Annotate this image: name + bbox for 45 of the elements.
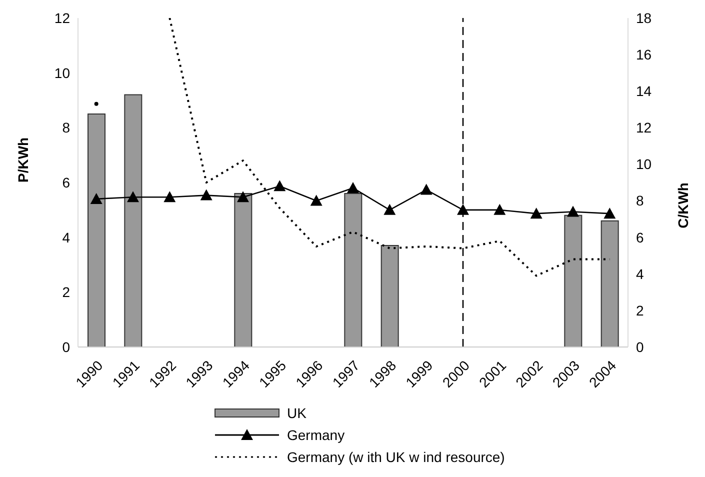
y2-tick-label: 8 [636,192,644,209]
bar [380,245,399,347]
bar [344,192,362,347]
y-tick-label: 4 [62,229,70,246]
point [237,191,249,202]
point [200,189,212,200]
y2-tick-label: 16 [636,46,652,63]
y2-tick-label: 10 [636,156,652,172]
point [127,191,139,202]
bar [88,113,106,347]
y-tick-label: 2 [62,284,70,300]
y2-tick-label: 18 [636,10,652,26]
point [494,204,506,215]
point [347,182,359,193]
point [530,208,542,219]
point [457,204,469,215]
y2-tick-label: 12 [636,120,652,136]
y2-axis-title: C/KWh [674,182,691,228]
y2-tick-label: 4 [636,266,644,282]
point [604,208,616,219]
point [567,206,579,217]
point [90,192,102,204]
legend-label: UK [287,405,306,421]
y2-tick-label: 2 [636,302,644,318]
y-tick-label: 10 [54,64,70,81]
legend-label: Germany (w ith UK w ind resource) [287,449,505,465]
point [94,102,98,106]
point [420,184,432,195]
point [310,194,322,206]
y-tick-label: 12 [54,10,70,26]
y2-tick-label: 0 [636,338,644,355]
y-tick-label: 0 [62,338,70,355]
y-tick-label: 6 [62,174,70,190]
bar [234,192,252,347]
bar [124,94,142,347]
point [164,191,176,202]
bar [600,220,619,347]
point [384,204,396,215]
y2-tick-label: 14 [636,83,652,100]
y-tick-label: 8 [62,120,70,136]
point [274,180,286,192]
y-axis-title: P/KWh [14,137,31,182]
legend-label: Germany [287,427,345,443]
bar [564,214,582,347]
y2-tick-label: 6 [636,229,644,246]
